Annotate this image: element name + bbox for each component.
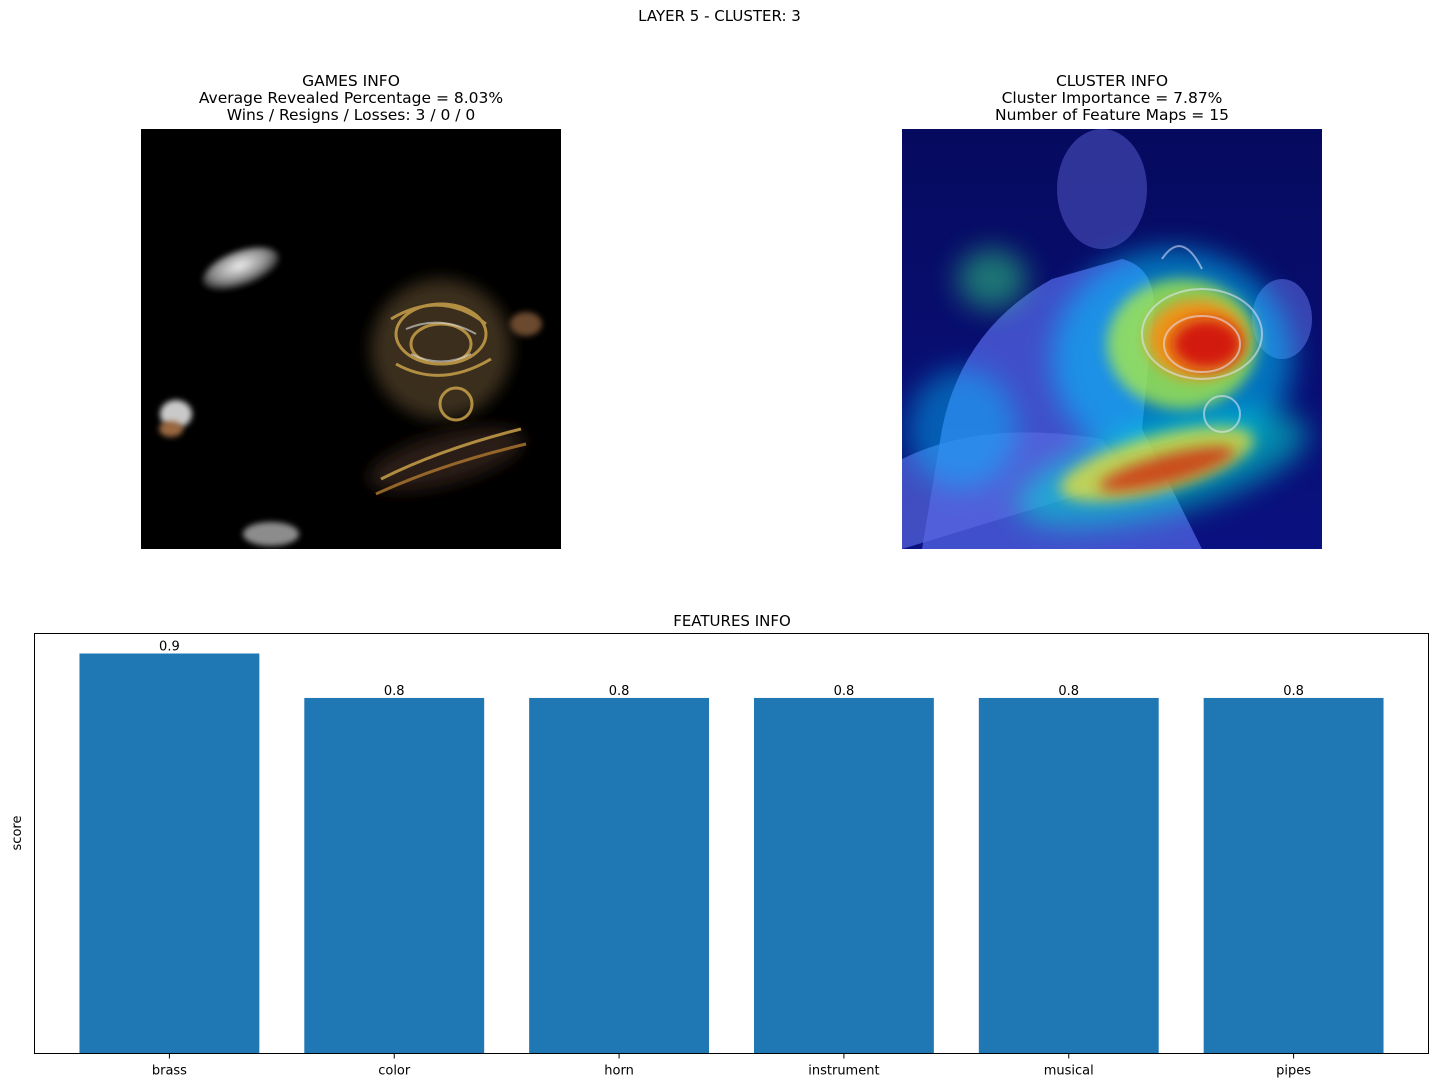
- bar-value-label-musical: 0.8: [1058, 684, 1079, 699]
- bar-value-label-horn: 0.8: [609, 684, 630, 699]
- bars-group: [79, 653, 1384, 1054]
- bar-horn: [529, 697, 710, 1054]
- cluster-info-title-block: CLUSTER INFO Cluster Importance = 7.87% …: [832, 73, 1392, 124]
- x-tick-label-color: color: [378, 1064, 411, 1079]
- figure-suptitle: LAYER 5 - CLUSTER: 3: [638, 7, 801, 25]
- cluster-info-title: CLUSTER INFO: [1055, 72, 1169, 90]
- x-tick-label-instrument: instrument: [808, 1064, 879, 1079]
- average-revealed-percentage: Average Revealed Percentage = 8.03%: [198, 89, 504, 107]
- bar-value-label-pipes: 0.8: [1283, 684, 1304, 699]
- features-bar-chart: FEATURES INFO score 0.9 0.8 0.8 0.8 0.8 0.8 b…: [10, 612, 1429, 1079]
- cluster-importance: Cluster Importance = 7.87%: [1001, 89, 1223, 107]
- bar-value-label-brass: 0.9: [159, 640, 180, 655]
- x-tick-label-horn: horn: [604, 1064, 634, 1079]
- bar-value-label-color: 0.8: [384, 684, 405, 699]
- games-info-title-block: GAMES INFO Average Revealed Percentage =…: [71, 73, 631, 124]
- number-of-feature-maps: Number of Feature Maps = 15: [995, 106, 1229, 124]
- bar-pipes: [1203, 697, 1384, 1054]
- x-axis-ticks: brass color horn instrument musical pipes: [152, 1053, 1311, 1079]
- x-tick-label-pipes: pipes: [1276, 1064, 1311, 1079]
- bar-color: [304, 697, 485, 1054]
- bar-brass: [79, 653, 260, 1054]
- wins-resigns-losses: Wins / Resigns / Losses: 3 / 0 / 0: [226, 106, 476, 124]
- masked-image: [141, 129, 561, 549]
- heatmap-overlay-image: [902, 129, 1322, 549]
- chart-title: FEATURES INFO: [673, 612, 791, 630]
- x-tick-label-brass: brass: [152, 1064, 187, 1079]
- games-info-title: GAMES INFO: [302, 72, 400, 90]
- bar-instrument: [753, 697, 934, 1054]
- bar-musical: [978, 697, 1159, 1054]
- plot-area-frame: [34, 633, 1429, 1054]
- bar-value-labels: 0.9 0.8 0.8 0.8 0.8 0.8: [159, 640, 1304, 699]
- y-axis-label: score: [10, 816, 25, 851]
- x-tick-label-musical: musical: [1044, 1064, 1094, 1079]
- bar-value-label-instrument: 0.8: [834, 684, 855, 699]
